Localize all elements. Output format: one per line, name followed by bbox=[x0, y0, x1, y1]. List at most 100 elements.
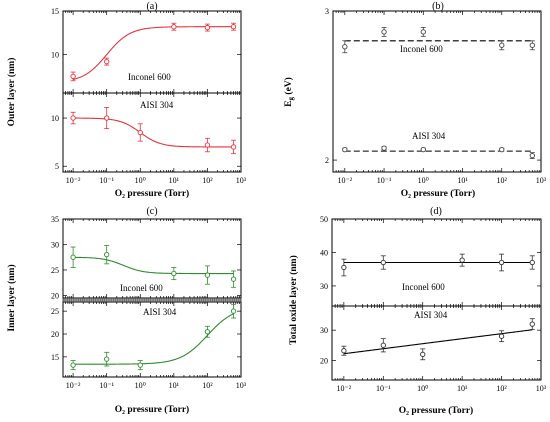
ylabel-b: Eg (eV) bbox=[283, 77, 295, 107]
a-bottom-xtick-label: 10¹ bbox=[169, 176, 180, 185]
b-xtick-label: 10⁰ bbox=[418, 176, 429, 185]
d-bottom-marker bbox=[529, 321, 535, 327]
annotation-aisi-a: AISI 304 bbox=[140, 100, 174, 110]
c-top-marker bbox=[171, 270, 177, 277]
c-bottom-point bbox=[70, 360, 76, 371]
c-top-point bbox=[204, 265, 211, 285]
a-bottom-fit-line bbox=[73, 117, 234, 148]
a-top-ytick-label: 10 bbox=[51, 51, 59, 60]
annotation-inconel-c: Inconel 600 bbox=[120, 283, 163, 293]
ylabel-a: Outer layer (nm) bbox=[6, 58, 17, 127]
a-bottom-marker bbox=[70, 115, 76, 121]
d-top-marker bbox=[529, 259, 535, 266]
ylabel-d: Total oxide layer (nm) bbox=[288, 255, 299, 344]
a-top-point bbox=[104, 57, 110, 66]
c-bottom-xtick-label: 10¹ bbox=[169, 381, 180, 390]
b-frame bbox=[332, 10, 542, 173]
d-top-point bbox=[459, 253, 465, 267]
a-bottom-marker bbox=[137, 129, 143, 136]
d-bottom-axes bbox=[331, 305, 542, 381]
c-bottom-ytick-label: 20 bbox=[51, 330, 59, 339]
c-bottom-point bbox=[137, 360, 143, 371]
a-bottom-point bbox=[137, 123, 143, 142]
c-bottom-xtick-label: 10³ bbox=[236, 381, 247, 390]
b-ytick-label: 3 bbox=[325, 7, 329, 16]
c-bottom-marker bbox=[70, 362, 76, 368]
ylabel-c: Inner layer (nm) bbox=[6, 264, 17, 331]
b-xtick-label: 10¹ bbox=[457, 176, 468, 185]
c-bottom-fit-line bbox=[73, 313, 234, 365]
b-series-0-point bbox=[420, 26, 426, 37]
b-series-0-point bbox=[529, 40, 535, 51]
a-bottom-axes bbox=[62, 92, 242, 173]
b-series-1-marker bbox=[499, 146, 505, 153]
c-bottom-xtick-label: 10⁻² bbox=[66, 381, 81, 390]
b-series-1-point bbox=[499, 146, 505, 153]
c-top-point bbox=[70, 246, 76, 268]
d-bottom-xtick-label: 10³ bbox=[536, 384, 547, 393]
annotation-inconel-a: Inconel 600 bbox=[128, 72, 171, 82]
a-bottom-point bbox=[70, 111, 76, 125]
b-series-0-marker bbox=[499, 42, 505, 48]
c-bottom-marker bbox=[104, 356, 110, 362]
a-bottom-frame bbox=[62, 92, 242, 173]
b-xtick-label: 10⁻¹ bbox=[377, 176, 392, 185]
ylabel-d-text: Total oxide layer bbox=[289, 275, 299, 345]
a-bottom-point bbox=[204, 137, 211, 153]
c-top-marker bbox=[230, 276, 237, 282]
a-bottom-point bbox=[104, 107, 110, 130]
d-bottom-marker bbox=[498, 333, 505, 339]
d-top-point bbox=[529, 255, 535, 270]
c-top-ytick-label: 35 bbox=[51, 215, 59, 224]
c-top-fit-line bbox=[73, 256, 234, 275]
d-bottom-point bbox=[529, 318, 535, 330]
d-top-marker bbox=[341, 264, 347, 271]
a-top-marker bbox=[171, 24, 177, 30]
b-series-1-point bbox=[381, 145, 387, 151]
a-top-point bbox=[230, 22, 237, 31]
c-top-marker bbox=[104, 252, 110, 258]
ylabel-c-text: Inner layer bbox=[7, 284, 17, 332]
d-bottom-xtick-label: 10⁰ bbox=[417, 384, 428, 393]
d-top-point bbox=[380, 255, 386, 270]
c-bottom-marker bbox=[204, 329, 211, 335]
d-bottom-marker bbox=[420, 351, 426, 357]
c-bottom-xtick-label: 10² bbox=[202, 381, 213, 390]
d-bottom-ytick-label: 30 bbox=[320, 326, 328, 335]
ylabel-b-text: E bbox=[284, 100, 294, 106]
b-series-0-marker bbox=[342, 44, 348, 50]
c-top-ytick-label: 30 bbox=[51, 240, 59, 249]
axis-break-c-bar bbox=[62, 297, 242, 303]
annotation-inconel-b: Inconel 600 bbox=[400, 44, 443, 54]
d-bottom-ytick-label: 20 bbox=[320, 356, 328, 365]
a-bottom-xtick-label: 10⁰ bbox=[135, 176, 146, 185]
d-top-ytick-label: 30 bbox=[320, 282, 328, 291]
d-top-ytick-label: 50 bbox=[320, 215, 328, 224]
c-bottom-marker bbox=[137, 362, 143, 368]
ylabel-a-unit: (nm) bbox=[6, 58, 17, 78]
annotation-aisi-c: AISI 304 bbox=[143, 307, 177, 317]
ylabel-b-sub: g bbox=[287, 96, 295, 100]
d-bottom-marker bbox=[341, 348, 347, 354]
b-axes bbox=[332, 10, 542, 173]
axis-break-c bbox=[62, 297, 242, 303]
d-bottom-point bbox=[341, 345, 347, 356]
a-top-ytick-label: 15 bbox=[51, 7, 59, 16]
annotation-aisi-d: AISI 304 bbox=[414, 310, 448, 320]
a-top-point bbox=[204, 23, 211, 32]
panel-label-b: (b) bbox=[432, 1, 444, 12]
d-bottom-xtick-label: 10¹ bbox=[457, 384, 468, 393]
b-xtick-label: 10⁻² bbox=[337, 176, 352, 185]
d-bottom-point bbox=[420, 348, 426, 361]
c-bottom-marker bbox=[230, 308, 237, 314]
xlabel-b: O₂ pressure (Torr) bbox=[401, 188, 475, 199]
a-bottom-marker bbox=[230, 144, 237, 150]
d-top-marker bbox=[459, 257, 465, 263]
d-top-ytick-label: 40 bbox=[320, 248, 328, 257]
annotation-aisi-b: AISI 304 bbox=[412, 131, 446, 141]
b-series-0-point bbox=[381, 26, 387, 37]
b-series-1-marker bbox=[342, 146, 348, 153]
a-bottom-ytick-label: 5 bbox=[55, 162, 59, 171]
c-bottom-point bbox=[104, 351, 110, 367]
c-top-point bbox=[171, 267, 177, 281]
